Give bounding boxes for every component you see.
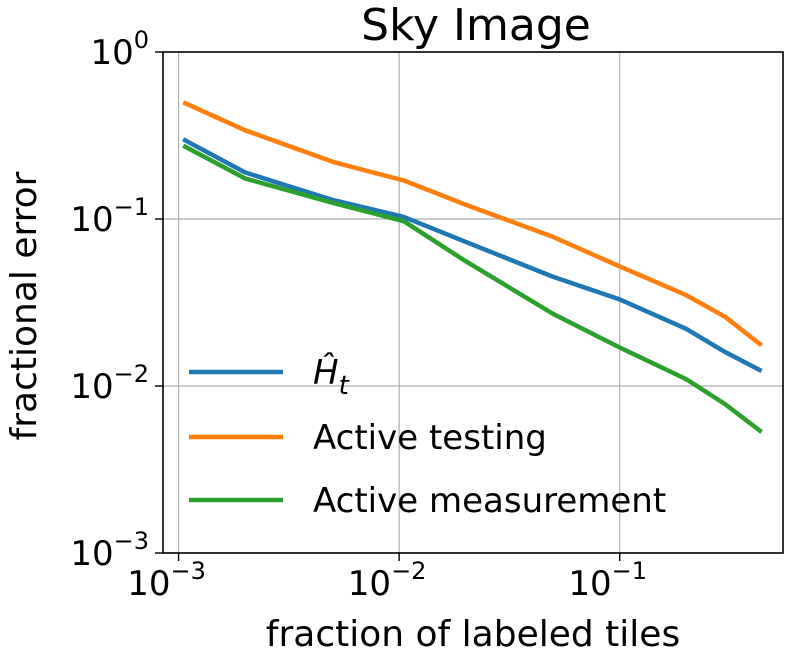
x-tick-base: 10 (568, 564, 611, 604)
x-tick-label: 10−1 (568, 557, 647, 604)
y-tick-base: 10 (90, 33, 133, 73)
chart-title: Sky Image (361, 0, 591, 51)
legend-label: Active testing (313, 418, 547, 458)
legend-label-subscript: t (339, 371, 350, 401)
series-line-1 (182, 100, 763, 348)
tick-marks (155, 51, 621, 561)
legend-label: Active measurement (313, 481, 666, 521)
y-tick-exponent: −3 (114, 527, 149, 555)
y-tick-label: 10−3 (70, 527, 149, 574)
y-tick-exponent: 0 (134, 26, 149, 54)
y-tick-base: 10 (70, 534, 113, 574)
series-line-0 (182, 137, 763, 373)
legend-label-name: Active testing (313, 418, 547, 458)
y-tick-exponent: −1 (114, 193, 149, 221)
x-tick-label: 10−2 (348, 557, 427, 604)
y-axis-label: fractional error (4, 171, 45, 440)
x-tick-base: 10 (127, 564, 170, 604)
x-tick-exponent: −2 (391, 557, 426, 585)
series-lines (182, 100, 763, 434)
series-line-2 (182, 143, 763, 434)
x-tick-label: 10−3 (127, 557, 206, 604)
legend-label-name: Active measurement (313, 481, 666, 521)
x-axis-label: fraction of labeled tiles (266, 614, 680, 650)
x-tick-exponent: −3 (171, 557, 206, 585)
y-tick-base: 10 (70, 200, 113, 240)
legend-label: Ĥt (313, 352, 350, 401)
plot-frame (162, 51, 784, 554)
y-tick-label: 10−2 (70, 360, 149, 407)
x-tick-base: 10 (348, 564, 391, 604)
y-tick-base: 10 (70, 367, 113, 407)
x-tick-exponent: −1 (612, 557, 647, 585)
y-tick-exponent: −2 (114, 360, 149, 388)
y-tick-label: 100 (90, 26, 149, 73)
grid-lines (163, 52, 783, 553)
y-tick-label: 10−1 (70, 193, 149, 240)
legend-label-name: Ĥ (313, 352, 339, 393)
legend: Ĥt Active testing Active measurement (189, 352, 666, 521)
